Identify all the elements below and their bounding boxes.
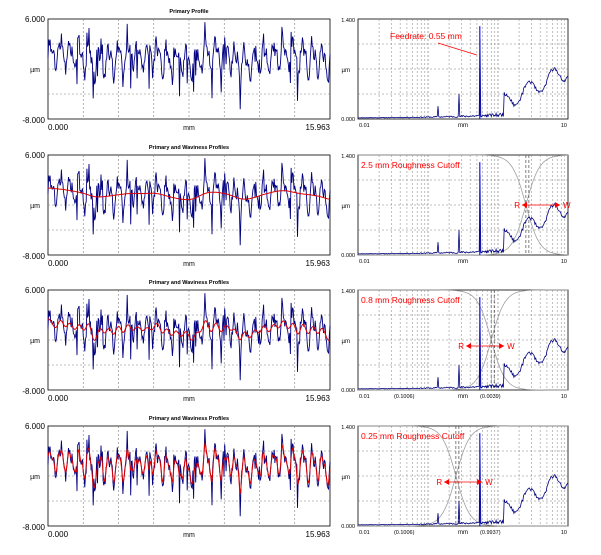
primary-profile-line: [47, 158, 331, 246]
spectrum-chart-1: 1.400 0.000 µm mm 0.01 10 2.5 mm Roughness Cut…: [341, 154, 571, 265]
waviness-label: W: [485, 478, 493, 487]
primary-profile-line: [47, 293, 331, 381]
x-axis-label: mm: [458, 123, 468, 129]
chart-title: Primary and Waviness Profiles: [149, 416, 229, 422]
waviness-label: W: [563, 201, 571, 210]
waviness-profile-line: [47, 442, 331, 494]
y-tick-label: 1.400: [341, 154, 355, 160]
x-tick-label: 10: [561, 394, 567, 400]
x-axis-label: mm: [183, 261, 195, 268]
y-axis-label: µm: [342, 339, 350, 345]
waviness-profile-line: [47, 187, 331, 201]
x-axis-label: mm: [458, 530, 468, 536]
waviness-transmission-curve: [358, 154, 569, 256]
x-tick-label: 0.000: [48, 394, 69, 403]
x-tick-label: (0.1006): [394, 394, 415, 400]
x-tick-label: 15.963: [306, 394, 331, 403]
x-tick-label: 0.000: [48, 530, 69, 539]
arrow-head-right: [477, 479, 483, 485]
x-tick-label: 15.963: [306, 259, 331, 268]
y-tick-label: 0.000: [341, 117, 355, 123]
arrow-head-left: [444, 479, 450, 485]
y-tick-label: 1.400: [341, 18, 355, 24]
spectrum-chart-2: 1.400 0.000 µm mm 0.01 (0.1006) (0.0039) 10 0.8 …: [341, 289, 569, 400]
cutoff-heading: 2.5 mm Roughness Cutoff: [361, 160, 460, 170]
y-tick-label: 1.400: [341, 289, 355, 295]
x-axis-label: mm: [183, 532, 195, 539]
profile-chart-0: Primary Profile 6.000 -8.000 µm 0.000 15.963 m…: [22, 9, 330, 132]
feedrate-annotation: Feedrate: 0.55 mm: [390, 31, 462, 41]
x-axis-label: mm: [458, 394, 468, 400]
profile-chart-2: Primary and Waviness Profiles 6.000 -8.000…: [22, 280, 330, 403]
profile-chart-3: Primary and Waviness Profiles 6.000 -8.000…: [22, 416, 330, 539]
waviness-transmission-curve: [358, 425, 568, 527]
y-tick-label: 6.000: [25, 151, 46, 160]
y-axis-label: µm: [342, 68, 350, 74]
y-tick-label: 0.000: [341, 388, 355, 394]
y-axis-label: µm: [30, 338, 40, 345]
y-tick-label: -8.000: [22, 116, 45, 125]
x-tick-label: 0.000: [48, 123, 69, 132]
waviness-profile-line: [47, 318, 331, 342]
chart-title: Primary Profile: [169, 9, 208, 15]
profile-chart-1: Primary and Waviness Profiles 6.000 -8.000…: [22, 145, 330, 268]
y-tick-label: -8.000: [22, 387, 45, 396]
y-tick-label: -8.000: [22, 523, 45, 532]
x-tick-label: 0.01: [359, 123, 370, 129]
y-tick-label: 6.000: [25, 15, 46, 24]
amplitude-spectrum-line: [358, 309, 569, 390]
amplitude-spectrum-line: [358, 174, 569, 255]
y-tick-label: -8.000: [22, 252, 45, 261]
y-tick-label: 0.000: [341, 524, 355, 530]
y-tick-label: 0.000: [341, 253, 355, 259]
x-tick-label: 0.01: [359, 259, 370, 265]
x-tick-label: 10: [561, 259, 567, 265]
y-axis-label: µm: [342, 475, 350, 481]
x-axis-label: mm: [183, 125, 195, 132]
cutoff-heading: 0.8 mm Roughness Cutoff: [361, 295, 460, 305]
roughness-label: R: [458, 342, 464, 351]
waviness-transmission-curve: [358, 289, 568, 391]
amplitude-spectrum-line: [358, 38, 569, 119]
x-tick-label: (0.1006): [394, 530, 415, 536]
x-tick-label: 0.01: [359, 394, 370, 400]
roughness-transmission-curve: [358, 425, 568, 527]
roughness-transmission-curve: [358, 154, 569, 256]
x-axis-label: mm: [458, 259, 468, 265]
roughness-label: R: [436, 478, 442, 487]
amplitude-spectrum-line: [358, 445, 569, 526]
x-tick-label: 10: [561, 123, 567, 129]
primary-profile-line: [47, 22, 331, 110]
x-tick-label: 15.963: [306, 530, 331, 539]
arrow-head-left: [466, 343, 472, 349]
waviness-label: W: [507, 342, 515, 351]
y-axis-label: µm: [30, 67, 40, 74]
y-axis-label: µm: [30, 203, 40, 210]
spectrum-chart-0: 1.400 0.000 µm mm 0.01 10 Feedrate: 0.55 mm: [341, 18, 569, 129]
x-tick-label: 10: [561, 530, 567, 536]
cutoff-heading: 0.25 mm Roughness Cutoff: [361, 431, 465, 441]
arrow-head-left: [521, 202, 527, 208]
chart-title: Primary and Waviness Profiles: [149, 145, 229, 151]
feedrate-pointer-line: [437, 42, 477, 56]
y-tick-label: 6.000: [25, 286, 46, 295]
y-axis-label: µm: [30, 474, 40, 481]
chart-title: Primary and Waviness Profiles: [149, 280, 229, 286]
x-tick-label: 0.01: [359, 530, 370, 536]
x-tick-label: (0.0039): [480, 394, 501, 400]
x-tick-label: 0.000: [48, 259, 69, 268]
spectrum-chart-3: 1.400 0.000 µm mm 0.01 (0.1006) (0.9937) 10 0.25…: [341, 425, 569, 536]
arrow-head-right: [554, 202, 560, 208]
x-axis-label: mm: [183, 396, 195, 403]
roughness-label: R: [514, 201, 520, 210]
x-tick-label: (0.9937): [480, 530, 501, 536]
y-tick-label: 1.400: [341, 425, 355, 431]
x-tick-label: 15.963: [306, 123, 331, 132]
y-axis-label: µm: [342, 204, 350, 210]
roughness-transmission-curve: [358, 289, 568, 391]
arrow-head-right: [499, 343, 505, 349]
y-tick-label: 6.000: [25, 422, 46, 431]
